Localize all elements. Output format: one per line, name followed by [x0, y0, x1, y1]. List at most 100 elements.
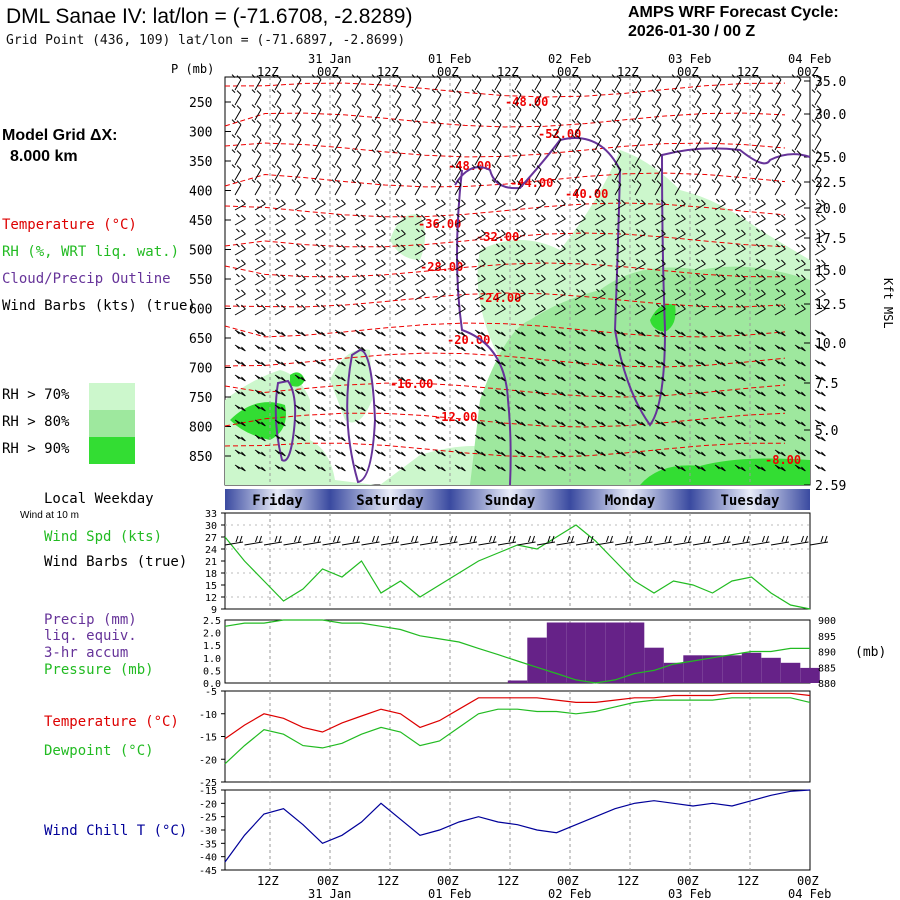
wind-barb [374, 303, 386, 316]
bottom-hour-label: 00Z [677, 874, 699, 888]
wind-barb [594, 389, 606, 397]
top-hour-label: 12Z [617, 65, 639, 79]
wind-barb [414, 243, 426, 256]
wind-barb [734, 329, 746, 337]
wind-barb [654, 329, 666, 337]
wind-barb [391, 164, 402, 181]
wind-barb [774, 404, 786, 412]
wind-barb [334, 359, 346, 367]
pressure-label: Pressure (mb) [44, 662, 154, 678]
wind-barb [594, 404, 606, 412]
wind-barb [574, 404, 586, 412]
weekday-label: Friday [252, 493, 303, 509]
wind-barb [474, 273, 486, 286]
wind-barb [554, 449, 566, 457]
wind-barb [251, 104, 262, 121]
wind-barb [331, 104, 342, 121]
temperature-contour-label: -28.00 [420, 260, 463, 274]
chill-tick-label: -40 [199, 853, 217, 864]
wind-barb [711, 179, 722, 196]
wind-barb [654, 359, 666, 367]
wind-barb [314, 404, 326, 412]
wind-barb [731, 74, 742, 91]
wind-speed-tick-label: 12 [205, 593, 217, 604]
wind-barb [654, 464, 666, 472]
bottom-hour-label: 00Z [557, 874, 579, 888]
wind-barb [454, 329, 466, 337]
wind-barb [431, 104, 442, 121]
wind-barb [771, 179, 782, 196]
wind-barb [351, 134, 362, 151]
forecast-cycle-label: AMPS WRF Forecast Cycle: [628, 4, 839, 21]
wind-barb [634, 389, 646, 397]
chill-tick-label: -15 [199, 786, 217, 797]
wind-barb [534, 374, 546, 382]
wind-barb [454, 288, 466, 301]
wind-barb [774, 434, 786, 442]
wind-barb [634, 419, 646, 427]
wind-barb [531, 104, 542, 121]
wind-barb [234, 273, 246, 286]
wind-barb [571, 104, 582, 121]
wind-barb [334, 198, 346, 211]
wind-barb [554, 344, 566, 352]
surface-wind-barb [595, 535, 614, 546]
precip-bar [605, 622, 625, 683]
temperature-contour [224, 412, 786, 428]
wind-barb [551, 89, 562, 106]
wind-barb [394, 329, 406, 337]
wind-barb [754, 389, 766, 397]
wind-barb [491, 104, 502, 121]
wind-barb [394, 273, 406, 286]
wind-barb [614, 359, 626, 367]
wind-barb [514, 434, 526, 442]
wind-barb [254, 213, 266, 226]
top-hour-label: 00Z [677, 65, 699, 79]
wind-barb [294, 228, 306, 241]
wind-barb [554, 243, 566, 256]
wind-barb [434, 198, 446, 211]
wind-barb [654, 303, 666, 316]
wind-at-label: Wind at 10 m [20, 510, 79, 521]
wind-barb [811, 104, 822, 121]
grid-point-info: Grid Point (436, 109) lat/lon = (-71.689… [6, 33, 406, 48]
wind-barb [291, 104, 302, 121]
wind-barb [354, 359, 366, 367]
wind-barb [574, 329, 586, 337]
wind-barb [251, 149, 262, 166]
surface-wind-barb [751, 535, 770, 546]
legend-wind-barbs: Wind Barbs (kts) (true) [2, 298, 196, 314]
wind-barb [374, 419, 386, 427]
wind-barb [651, 134, 662, 151]
wind-barb [454, 243, 466, 256]
precip-bar [585, 622, 606, 683]
kft-tick-label: 35.0 [815, 75, 846, 90]
rh70-area-upper [390, 214, 425, 260]
wind-barb [334, 273, 346, 286]
bottom-hour-label: 12Z [737, 874, 759, 888]
wind-barb [331, 164, 342, 181]
wind-barb [774, 419, 786, 427]
wind-barb [354, 329, 366, 337]
wind-barb [634, 213, 646, 226]
wind-barb [291, 164, 302, 181]
wind-barb [534, 464, 546, 472]
wind-barb [551, 149, 562, 166]
wind-barb [614, 449, 626, 457]
wind-barb [374, 288, 386, 301]
legend-rh90-label: RH > 90% [2, 441, 70, 457]
wind-barb [374, 228, 386, 241]
weekday-band [450, 489, 570, 510]
wind-barb [291, 89, 302, 106]
wind-barb [811, 119, 822, 136]
wind-barb [654, 288, 666, 301]
wind-barb [474, 344, 486, 352]
wind-barb [674, 228, 686, 241]
surface-wind-barb [302, 535, 322, 546]
wind-barb [554, 198, 566, 211]
wind-barb [534, 404, 546, 412]
surface-wind-barb [283, 535, 302, 546]
wind-barb [434, 374, 446, 382]
wind-barb [554, 389, 566, 397]
wind-barb [574, 243, 586, 256]
